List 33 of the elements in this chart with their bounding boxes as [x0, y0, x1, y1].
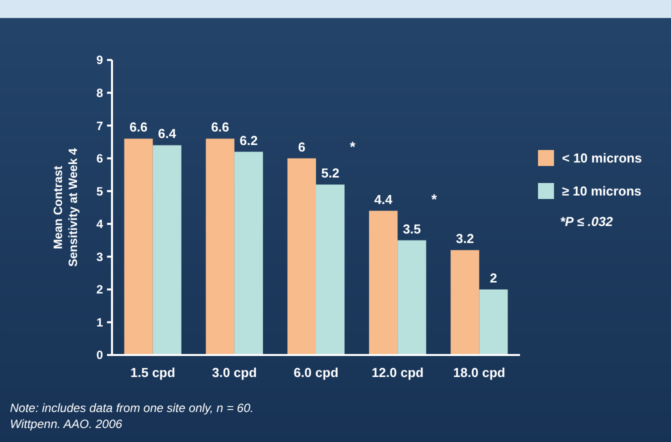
y-tick-label: 0 — [96, 348, 104, 362]
y-axis-title: Mean Contrast Sensitivity at Week 4 — [51, 148, 80, 267]
legend-label: ≥ 10 microns — [562, 184, 642, 199]
text: *P ≤ .032 — [560, 214, 614, 229]
y-tick-label: 7 — [96, 118, 104, 133]
x-tick-label: 3.0 cpd — [212, 365, 257, 380]
y-tick-label: 1 — [96, 315, 104, 330]
text: Note: includes data from one site only, n = 60. — [10, 401, 254, 415]
x-tick-label: 6.0 cpd — [294, 365, 338, 380]
data-label: 5.2 — [321, 166, 340, 181]
data-label: 6.4 — [158, 126, 177, 142]
annotation: * — [431, 190, 438, 207]
legend-label: < 10 microns — [562, 150, 642, 166]
y-tick-label: 2 — [96, 282, 104, 297]
y-tick-label: 3 — [96, 250, 104, 264]
x-tick-label: 1.5 cpd — [130, 365, 176, 380]
data-label: 6.6 — [211, 120, 230, 135]
data-label: 6.6 — [129, 120, 148, 135]
data-label: 3.5 — [402, 221, 421, 236]
data-label: 4.4 — [374, 192, 394, 207]
y-tick-label: 8 — [96, 86, 104, 100]
data-label: 2 — [490, 270, 498, 286]
text: Wittpenn. AAO. 2006 — [10, 417, 123, 431]
annotation: * — [350, 138, 356, 154]
y-tick-label: 5 — [96, 184, 104, 198]
y-tick-label: 4 — [96, 217, 104, 232]
data-label: 3.2 — [456, 231, 474, 246]
data-label: 6 — [298, 139, 306, 154]
data-label: 6.2 — [240, 132, 258, 148]
x-tick-label: 12.0 cpd — [372, 365, 424, 380]
y-tick-label: 9 — [96, 53, 104, 68]
x-tick-label: 18.0 cpd — [453, 365, 506, 380]
y-tick-label: 6 — [96, 152, 104, 166]
